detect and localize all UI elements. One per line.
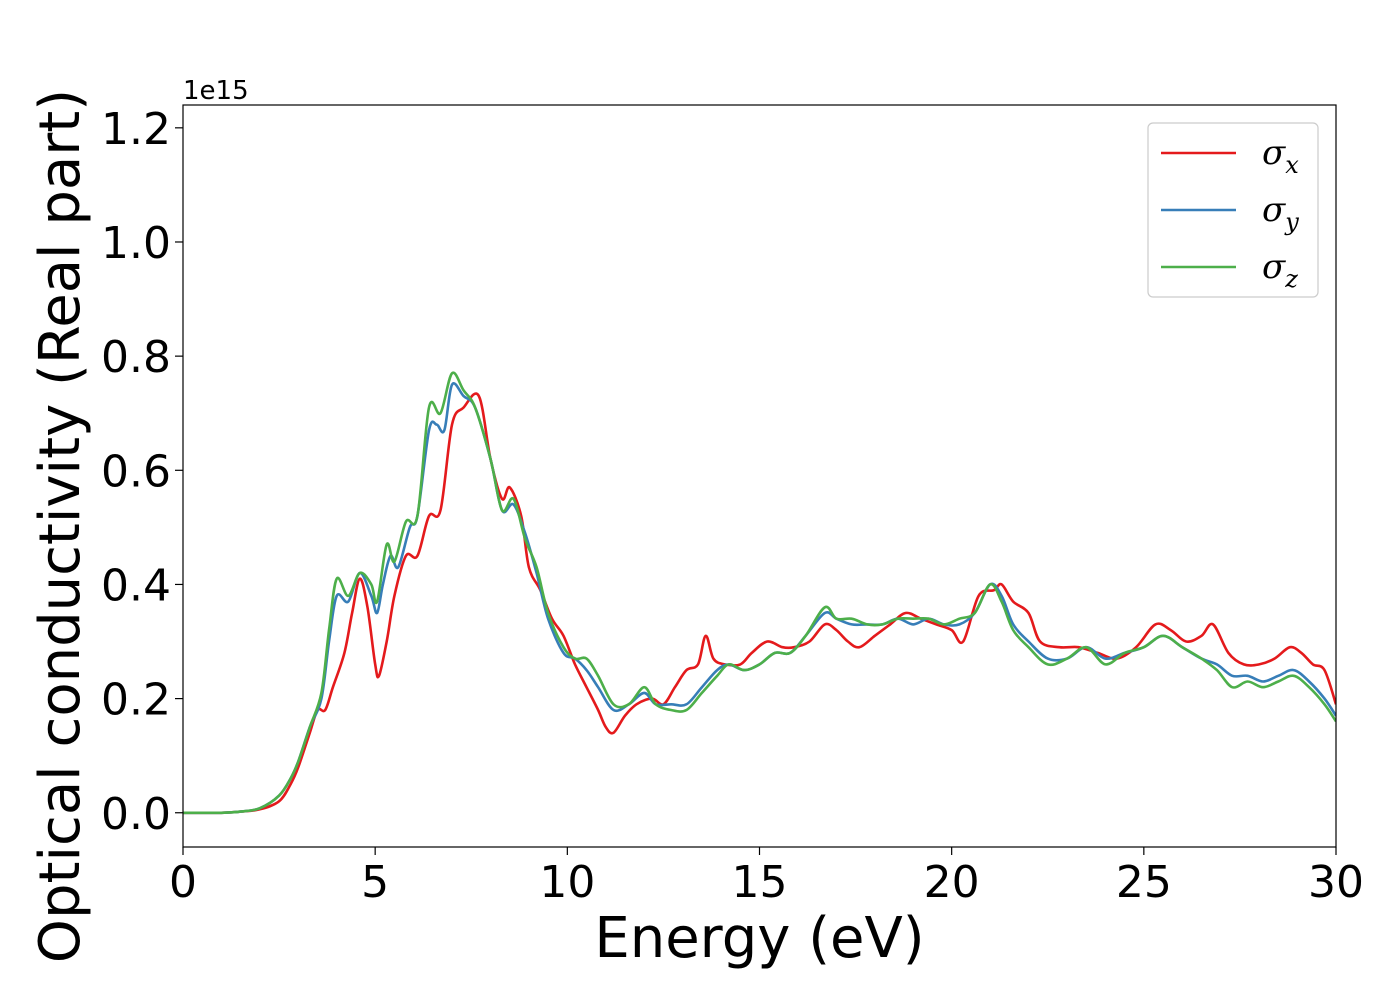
x-tick-label: 5 [361,857,389,908]
y-tick-label: 1.2 [101,104,171,155]
y-tick-label: 0.8 [101,332,171,383]
y-axis-offset-label: 1e15 [183,76,249,106]
series-layer [183,371,1336,815]
legend: σx σy σz [1147,122,1319,298]
series-line-sigma-y [183,382,1336,815]
legend-label: σx [1262,133,1299,179]
x-axis-ticks: 0 5 10 15 20 25 30 [169,847,1364,908]
x-tick-label: 15 [732,857,788,908]
x-tick-label: 20 [924,857,980,908]
legend-item-sigma-z: σz [1161,247,1298,293]
y-tick-label: 0.0 [101,789,171,840]
y-tick-label: 0.2 [101,675,171,726]
legend-label: σz [1262,247,1298,293]
x-tick-label: 25 [1116,857,1172,908]
y-axis-ticks: 0.0 0.2 0.4 0.6 0.8 1.0 1.2 [101,104,183,840]
x-tick-label: 0 [169,857,197,908]
series-line-sigma-z [183,371,1336,815]
x-tick-label: 10 [539,857,595,908]
x-tick-label: 30 [1308,857,1364,908]
legend-label: σy [1262,190,1299,236]
x-axis-label: Energy (eV) [594,906,924,971]
y-tick-label: 1.0 [101,218,171,269]
legend-item-sigma-y: σy [1161,190,1299,236]
y-axis-label: Optical conductivity (Real part) [28,89,93,963]
legend-item-sigma-x: σx [1161,133,1299,179]
y-tick-label: 0.4 [101,560,171,611]
y-tick-label: 0.6 [101,446,171,497]
series-line-sigma-x [183,392,1336,815]
